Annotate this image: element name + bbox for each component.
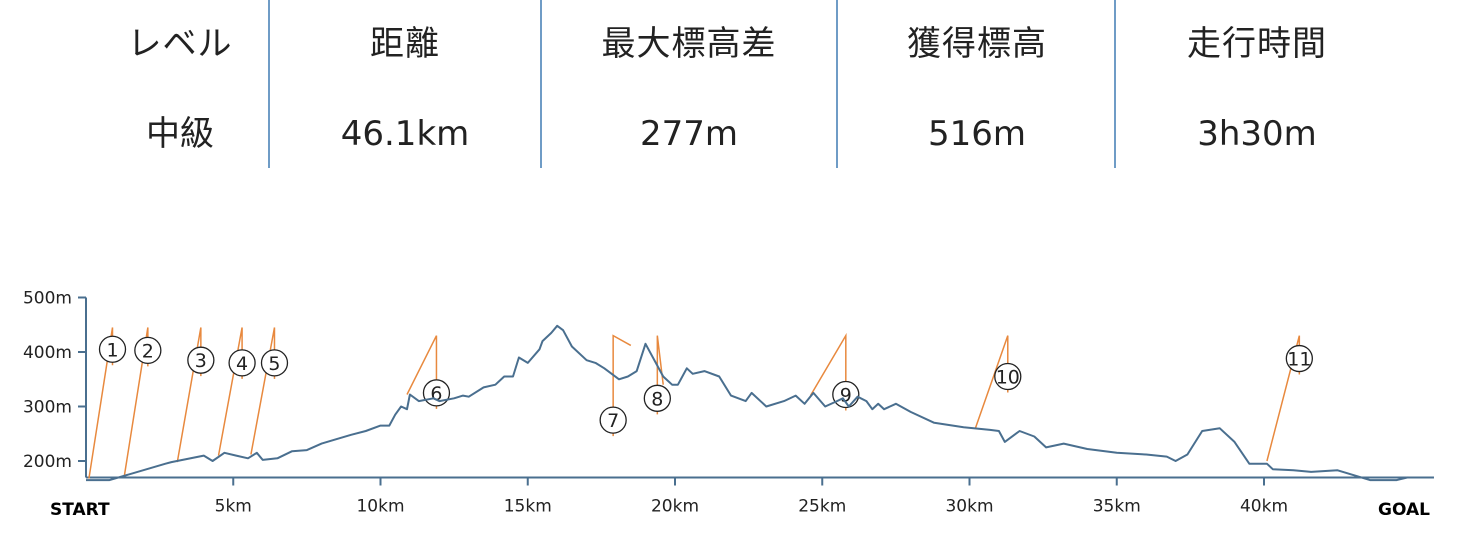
marker-bubble <box>228 349 256 377</box>
marker-bubble <box>1285 344 1313 373</box>
elevation-series <box>86 324 1409 482</box>
distance-column: 距離 46.1km <box>270 0 540 168</box>
waypoint-markers: 1 2 3 4 5 6 7 8 9 10 11 <box>88 327 1313 479</box>
route-summary: レベル 中級 距離 46.1km 最大標高差 277m 獲得標高 516m 走行… <box>0 0 1464 170</box>
marker-label: 1 <box>106 339 118 361</box>
elevation-gain-value: 516m <box>927 114 1026 154</box>
ride-time-column: 走行時間 3h30m <box>1116 0 1398 168</box>
marker-bubble <box>134 336 162 365</box>
marker-bubble <box>187 346 215 374</box>
x-tick-label: 10km <box>356 497 404 517</box>
marker-label: 2 <box>142 340 154 362</box>
x-tick-label: 20km <box>651 497 699 517</box>
marker-leader-line <box>250 327 276 455</box>
y-tick-label: 300m <box>23 398 72 418</box>
start-label: START <box>50 500 110 520</box>
marker-label: 8 <box>651 388 663 410</box>
elevation-gain-column: 獲得標高 516m <box>838 0 1116 168</box>
column-divider <box>268 0 270 168</box>
marker-bubble <box>599 406 627 434</box>
marker-bubble <box>994 362 1022 391</box>
column-divider <box>1114 0 1116 168</box>
marker-label: 4 <box>236 353 248 375</box>
x-tick-label: 25km <box>798 497 846 517</box>
x-tick-label: 35km <box>1093 497 1141 517</box>
level-label: レベル <box>127 24 233 64</box>
marker-label: 11 <box>1287 349 1311 371</box>
elevation-gain-label: 獲得標高 <box>907 24 1047 64</box>
y-tick-label: 500m <box>23 289 72 309</box>
distance-label: 距離 <box>370 24 440 64</box>
goal-label: GOAL <box>1378 500 1430 520</box>
max-elevation-diff-label: 最大標高差 <box>601 24 777 64</box>
max-elevation-diff-column: 最大標高差 277m <box>542 0 836 168</box>
level-column: レベル 中級 <box>90 0 270 168</box>
marker-label: 5 <box>268 353 280 375</box>
marker-label: 7 <box>607 410 619 432</box>
marker-label: 9 <box>840 385 852 407</box>
marker-label: 6 <box>430 383 442 405</box>
marker-leader-line <box>217 327 243 456</box>
marker-label: 10 <box>996 367 1020 389</box>
distance-value: 46.1km <box>340 114 470 154</box>
y-tick-label: 400m <box>23 343 72 363</box>
marker-bubble <box>260 349 289 377</box>
x-tick-label: 40km <box>1240 497 1288 517</box>
x-tick-label: 30km <box>945 497 993 517</box>
column-divider <box>540 0 542 168</box>
level-value: 中級 <box>146 114 214 154</box>
chart-axes: 200m 300m 400m 500m 5km 10km 15km 20km 25km 30km 3… <box>23 289 1434 517</box>
marker-label: 3 <box>195 350 207 372</box>
ride-time-value: 3h30m <box>1197 114 1317 154</box>
elevation-profile-chart: 200m 300m 400m 500m 5km 10km 15km 20km 25km 30km 3… <box>23 289 1434 520</box>
max-elevation-diff-value: 277m <box>639 114 738 154</box>
marker-leader-line <box>612 334 632 437</box>
x-tick-label: 5km <box>215 497 252 517</box>
elevation-line <box>86 324 1409 482</box>
y-tick-label: 200m <box>23 452 72 472</box>
marker-bubble <box>643 384 671 412</box>
x-tick-label: 15km <box>504 497 552 517</box>
column-divider <box>836 0 838 168</box>
ride-time-label: 走行時間 <box>1187 24 1327 64</box>
marker-bubble <box>98 335 127 363</box>
